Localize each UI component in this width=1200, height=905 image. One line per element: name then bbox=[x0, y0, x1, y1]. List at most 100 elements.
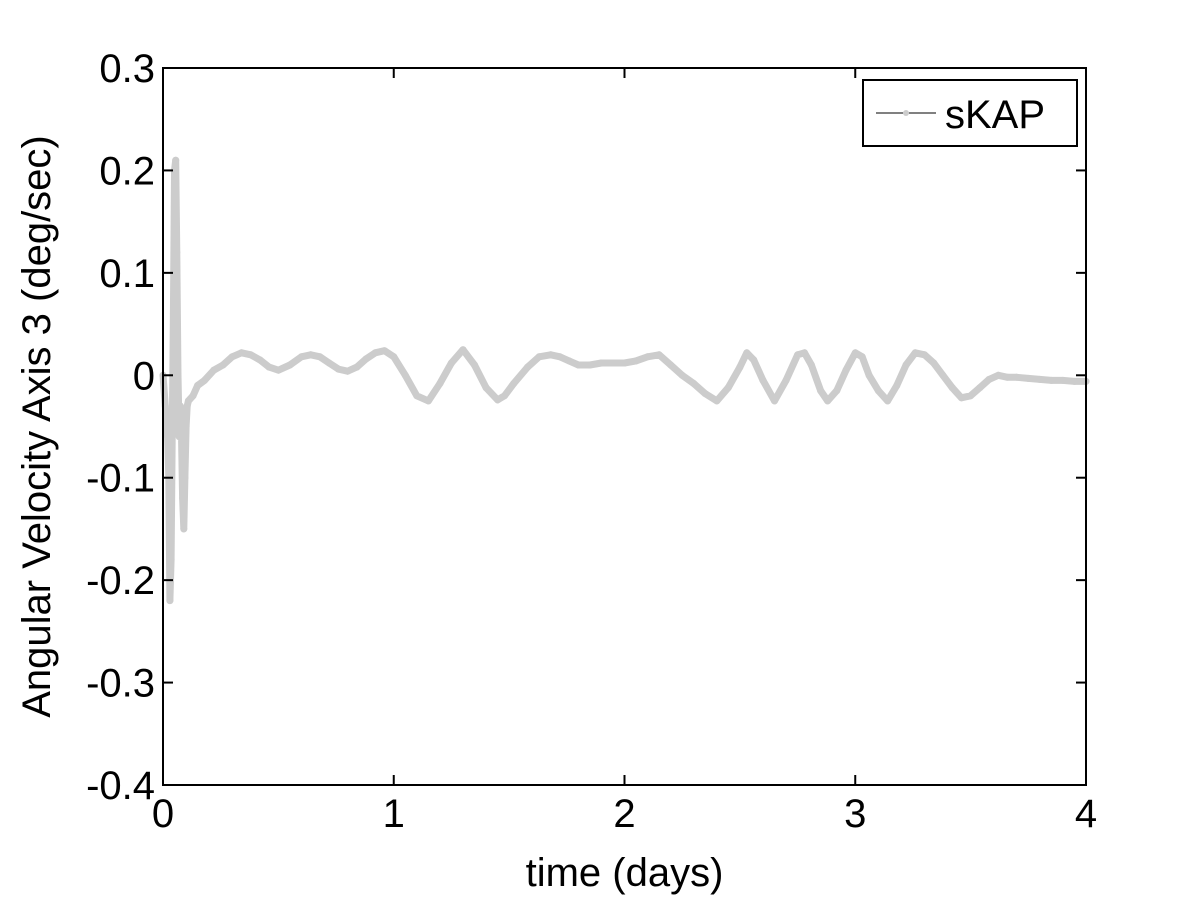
series-line-skap bbox=[159, 156, 1090, 605]
legend: sKAP bbox=[862, 79, 1078, 147]
data-point bbox=[1013, 373, 1021, 381]
data-point bbox=[1004, 373, 1011, 381]
y-tick-label: -0.1 bbox=[86, 457, 155, 501]
data-point bbox=[824, 397, 832, 405]
data-point bbox=[655, 351, 663, 359]
data-point bbox=[501, 392, 508, 400]
data-point bbox=[535, 353, 543, 361]
data-point bbox=[921, 351, 928, 359]
data-point bbox=[621, 359, 628, 367]
data-point bbox=[743, 349, 751, 357]
data-point bbox=[967, 392, 975, 400]
data-point bbox=[459, 346, 467, 354]
legend-marker bbox=[903, 110, 909, 116]
data-point bbox=[436, 380, 444, 387]
tick-labels: 0 1 2 3 4 -0.4 -0.3 -0.2 -0.1 0 0.1 0.2 0.3 bbox=[86, 47, 1097, 836]
data-point bbox=[842, 366, 850, 374]
y-tick-label: -0.3 bbox=[86, 662, 155, 706]
data-point bbox=[166, 597, 174, 605]
data-point bbox=[874, 387, 882, 395]
legend-label-skap: sKAP bbox=[945, 93, 1045, 137]
data-point bbox=[1047, 376, 1055, 384]
data-point bbox=[759, 376, 767, 384]
data-point bbox=[169, 310, 177, 318]
data-point bbox=[524, 363, 532, 371]
data-point bbox=[586, 361, 594, 369]
data-point bbox=[893, 382, 901, 389]
data-point bbox=[413, 392, 421, 400]
data-point bbox=[179, 494, 187, 502]
data-point bbox=[713, 397, 721, 405]
data-point bbox=[782, 376, 790, 384]
data-point bbox=[256, 356, 264, 364]
y-tick-label: 0.2 bbox=[99, 149, 155, 193]
data-point bbox=[316, 353, 324, 361]
data-point bbox=[401, 371, 409, 379]
x-tick-label: 2 bbox=[613, 792, 635, 836]
data-point bbox=[565, 357, 573, 365]
x-tick-label: 4 bbox=[1075, 792, 1097, 836]
data-point bbox=[168, 433, 176, 441]
data-point bbox=[362, 355, 370, 363]
data-point bbox=[182, 423, 190, 430]
data-point bbox=[286, 361, 294, 369]
data-point bbox=[678, 371, 686, 379]
data-point bbox=[174, 371, 182, 379]
data-point bbox=[189, 392, 197, 400]
data-point bbox=[344, 367, 352, 375]
data-point bbox=[939, 371, 947, 379]
data-point bbox=[547, 351, 555, 359]
data-point bbox=[219, 361, 227, 369]
data-point bbox=[1036, 375, 1044, 383]
data-point bbox=[178, 433, 185, 441]
data-point bbox=[985, 375, 993, 383]
data-point bbox=[574, 361, 582, 369]
y-tick-label: 0.1 bbox=[99, 252, 155, 296]
data-point bbox=[201, 376, 208, 384]
y-axis-label: Angular Velocity Axis 3 (deg/sec) bbox=[15, 135, 59, 718]
data-point bbox=[510, 380, 518, 387]
data-point bbox=[597, 359, 605, 367]
axes-frame bbox=[162, 67, 1087, 786]
legend-box bbox=[862, 79, 1078, 147]
data-point bbox=[976, 384, 984, 392]
data-point bbox=[297, 353, 305, 361]
data-point bbox=[181, 474, 189, 482]
data-point bbox=[1071, 377, 1078, 385]
data-point bbox=[994, 371, 1002, 379]
data-point bbox=[325, 359, 333, 367]
data-point bbox=[353, 363, 361, 371]
data-point bbox=[833, 387, 841, 395]
data-point bbox=[180, 525, 188, 533]
x-tick-label: 0 bbox=[152, 792, 174, 836]
data-point bbox=[865, 371, 873, 379]
x-tick-label: 1 bbox=[383, 792, 405, 836]
data-point bbox=[447, 359, 455, 367]
data-point bbox=[371, 349, 379, 357]
data-point bbox=[667, 361, 675, 369]
data-point bbox=[167, 556, 175, 564]
x-axis-label: time (days) bbox=[526, 851, 724, 895]
y-tick-label: -0.4 bbox=[86, 764, 155, 808]
data-point bbox=[807, 361, 815, 369]
data-point bbox=[194, 382, 202, 389]
data-point bbox=[274, 366, 282, 374]
data-point bbox=[858, 353, 866, 361]
data-point bbox=[817, 387, 825, 395]
data-point bbox=[381, 347, 388, 355]
data-point bbox=[173, 248, 181, 256]
data-point bbox=[794, 351, 802, 359]
data-point bbox=[390, 353, 398, 361]
data-point bbox=[172, 156, 180, 164]
data-point bbox=[948, 384, 956, 392]
data-point bbox=[556, 353, 564, 361]
data-point bbox=[902, 361, 910, 369]
x-tick-label: 3 bbox=[844, 792, 866, 836]
data-point bbox=[307, 351, 315, 359]
y-tick-label: 0 bbox=[133, 354, 155, 398]
data-point bbox=[210, 366, 218, 374]
data-point bbox=[228, 353, 236, 361]
y-tick-label: -0.2 bbox=[86, 559, 155, 603]
data-point bbox=[884, 397, 892, 405]
